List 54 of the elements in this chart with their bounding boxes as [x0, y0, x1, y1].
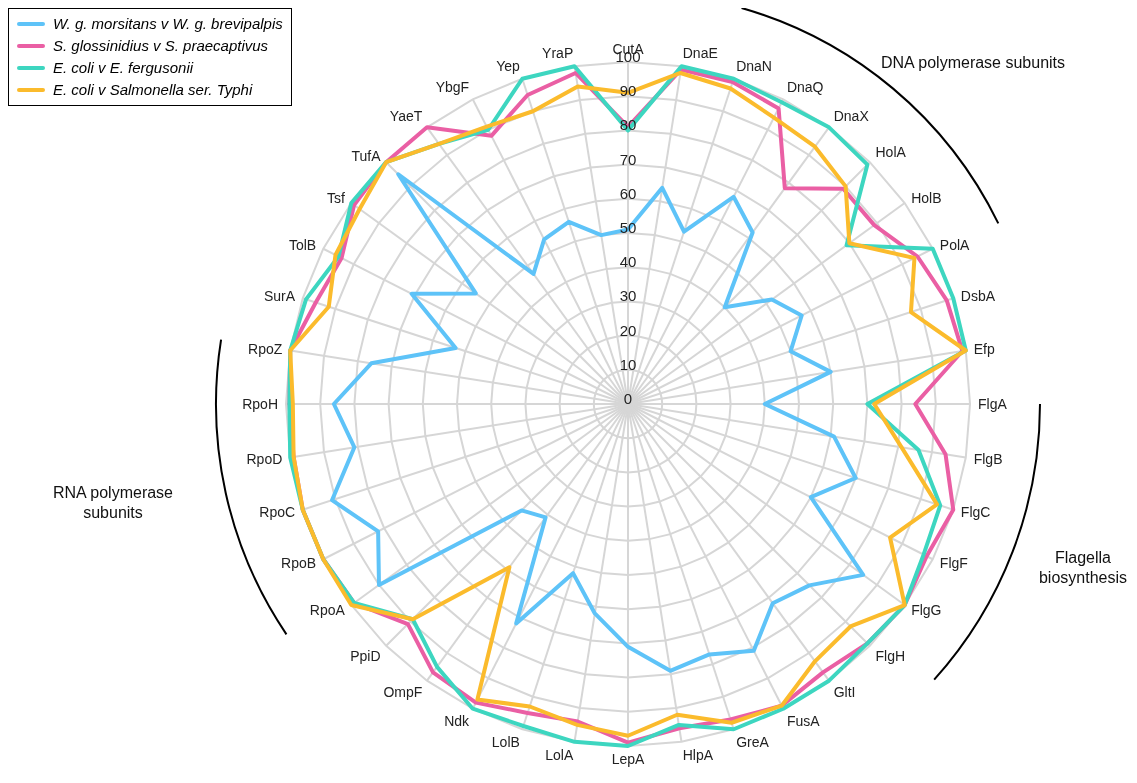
legend-label: E. coli v Salmonella ser. Typhi	[53, 80, 253, 100]
legend-label: W. g. morsitans v W. g. brevipalpis	[53, 14, 283, 34]
y-tick-label: 20	[619, 321, 637, 339]
spoke-label: FlgF	[939, 554, 968, 571]
spoke-label: FlgC	[960, 504, 991, 521]
spoke-label: FlgB	[973, 450, 1003, 467]
spoke-label: RpoH	[242, 395, 278, 412]
y-tick-label: 0	[623, 390, 633, 407]
spoke-label: FlgG	[911, 601, 942, 618]
spoke-label: DnaX	[833, 107, 870, 124]
spoke-label: FusA	[786, 712, 821, 729]
spoke-label: SurA	[264, 287, 296, 304]
spoke-label: TolB	[288, 237, 317, 254]
spoke-label: RpoC	[259, 504, 296, 521]
spoke-label: Ndk	[444, 712, 471, 729]
spoke-label: DnaN	[736, 58, 772, 75]
legend-label: E. coli v E. fergusonii	[53, 58, 194, 78]
y-tick-label: 10	[619, 355, 637, 373]
y-tick-label: 30	[619, 287, 637, 305]
spoke-label: HolB	[911, 190, 942, 207]
spoke-label: FlgH	[875, 648, 906, 665]
spoke-label: HlpA	[682, 746, 714, 763]
spoke-label: YraP	[542, 45, 574, 62]
y-tick-label: 70	[619, 150, 637, 168]
spoke-label: DsbA	[960, 287, 996, 304]
spoke-label: TufA	[351, 148, 382, 165]
spoke-label: PpiD	[350, 648, 381, 665]
text: Flagella biosynthesis	[1037, 548, 1128, 588]
spoke-label: RpoB	[281, 554, 317, 571]
spoke-label: Efp	[973, 341, 995, 358]
y-tick-label: 50	[619, 219, 637, 236]
spoke-label: OmpF	[383, 684, 423, 701]
spoke-label: DnaE	[682, 45, 718, 62]
spoke-label: GreA	[736, 733, 770, 750]
spoke-label: Yep	[496, 58, 521, 75]
y-tick-label: 60	[619, 184, 637, 202]
spoke-label: LepA	[611, 750, 646, 767]
spoke-label: GltI	[833, 684, 856, 701]
spoke-label: FlgA	[978, 395, 1008, 412]
spoke-label: RpoD	[246, 450, 283, 467]
spoke-label: RpoZ	[248, 341, 283, 358]
spoke-label: RpoA	[309, 601, 346, 618]
spoke-label: LolA	[545, 746, 574, 763]
legend-label: S. glossinidius v S. praecaptivus	[53, 36, 269, 56]
text: RNA polymerase subunits	[51, 483, 174, 523]
text: DNA polymerase subunits	[879, 53, 1067, 73]
spoke-label: YaeT	[389, 107, 423, 124]
spoke-label: DnaQ	[786, 79, 824, 96]
spoke-label: Tsf	[326, 190, 345, 207]
spoke-label: HolA	[875, 143, 907, 160]
spoke-label: LolB	[491, 733, 520, 750]
spoke-label: PolA	[939, 237, 971, 254]
spoke-label: YbgF	[435, 79, 470, 96]
y-tick-label: 40	[619, 253, 637, 271]
